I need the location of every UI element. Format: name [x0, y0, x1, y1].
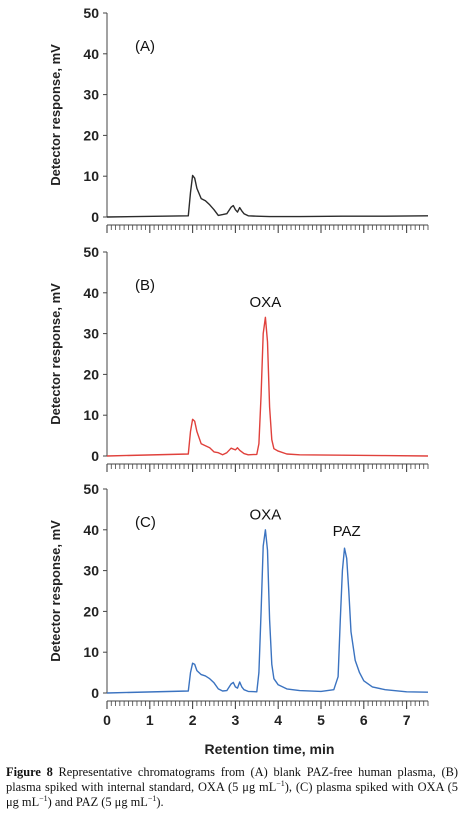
y-tick-label: 0 [91, 448, 99, 464]
peak-label: OXA [250, 507, 282, 524]
peak-label: OXA [250, 294, 282, 311]
x-tick-label: 1 [146, 712, 154, 728]
y-tick-label: 10 [83, 644, 99, 660]
y-tick-label: 20 [83, 366, 99, 382]
caption-text: ). [156, 795, 164, 809]
y-axis-title: Detector response, mV [48, 283, 63, 425]
x-tick-label: 4 [274, 712, 282, 728]
y-tick-label: 40 [83, 46, 99, 62]
y-tick-label: 10 [83, 168, 99, 184]
caption-superscript: −1 [147, 793, 157, 803]
caption-superscript: −1 [276, 778, 285, 788]
y-tick-label: 50 [83, 481, 99, 497]
chromatogram-trace [106, 174, 429, 218]
y-tick-label: 50 [83, 5, 99, 21]
caption-text: ), (C) plasma spiked with OXA (5 μg mL [6, 780, 458, 809]
panel-label: (A) [135, 38, 155, 55]
caption-label: Figure 8 [6, 765, 53, 779]
x-tick-label: 3 [232, 712, 240, 728]
y-tick-label: 0 [91, 685, 99, 701]
x-tick-label: 5 [317, 712, 325, 728]
y-tick-label: 30 [83, 326, 99, 342]
y-axis-title: Detector response, mV [48, 520, 63, 662]
caption-superscript: −1 [39, 793, 48, 803]
x-tick-label: 6 [360, 712, 368, 728]
y-tick-label: 50 [83, 244, 99, 260]
caption-text: Representative chromatograms from (A) bl… [6, 765, 458, 794]
caption-text: ) and PAZ (5 μg mL [47, 795, 148, 809]
chromatogram-trace [106, 529, 429, 694]
x-tick-label: 2 [189, 712, 197, 728]
y-tick-label: 40 [83, 285, 99, 301]
chromatogram-trace [106, 316, 429, 457]
figure-caption: Figure 8 Representative chromatograms fr… [6, 765, 458, 810]
y-tick-label: 30 [83, 87, 99, 103]
y-tick-label: 10 [83, 407, 99, 423]
panel-label: (C) [135, 514, 156, 531]
y-tick-label: 20 [83, 603, 99, 619]
peak-label: PAZ [333, 523, 361, 540]
panel-label: (B) [135, 277, 155, 294]
x-tick-label: 0 [103, 712, 111, 728]
y-tick-label: 30 [83, 563, 99, 579]
y-tick-label: 20 [83, 127, 99, 143]
x-axis-title: Retention time, min [205, 741, 335, 757]
y-tick-label: 40 [83, 522, 99, 538]
y-axis-title: Detector response, mV [48, 44, 63, 186]
x-tick-label: 7 [403, 712, 411, 728]
y-tick-label: 0 [91, 209, 99, 225]
